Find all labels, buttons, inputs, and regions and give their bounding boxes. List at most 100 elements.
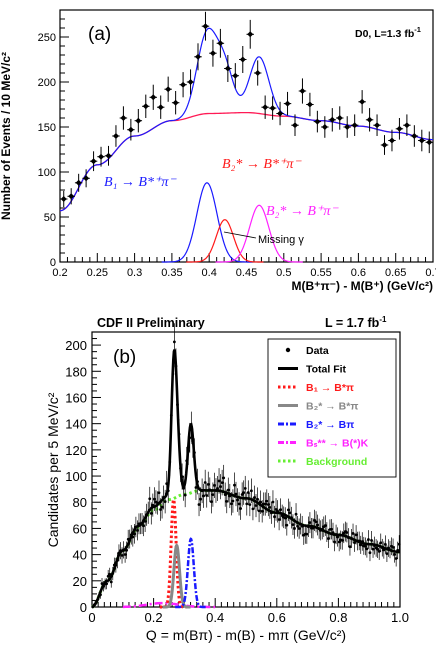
b-data-point bbox=[236, 488, 239, 512]
b-data-point bbox=[363, 537, 367, 556]
panel-b-y-axis-title: Candidates per 5 MeV/c² bbox=[45, 392, 61, 547]
legend-entry: B₂* → B*π bbox=[278, 401, 358, 413]
b-data-point bbox=[248, 493, 252, 517]
b-data-point bbox=[256, 487, 259, 512]
b-data-point bbox=[177, 419, 181, 450]
b-y-tick-label: 40 bbox=[73, 548, 87, 563]
b-y-tick-label: 180 bbox=[65, 364, 87, 379]
b-data-point bbox=[308, 512, 312, 534]
b-data-point bbox=[368, 544, 372, 562]
b-data-point bbox=[306, 516, 310, 538]
panel-b-axes bbox=[91, 331, 401, 608]
annotation-b2-b-pi: B₂* → B⁺π⁻ bbox=[266, 204, 339, 219]
b-x-tick-label: 1.0 bbox=[391, 610, 409, 625]
b-data-point bbox=[100, 578, 104, 590]
b-data-point bbox=[314, 511, 318, 533]
a-data-point bbox=[336, 106, 344, 130]
annotation-b2-bstar-pi: B₂* → B*⁺π⁻ bbox=[222, 157, 302, 172]
b-data-point bbox=[226, 477, 230, 503]
a-total-fit-curve bbox=[59, 27, 434, 212]
b-data-point bbox=[340, 531, 344, 550]
a-data-point bbox=[268, 96, 277, 120]
b-x-tick-label: 0 bbox=[88, 610, 95, 625]
b-data-point bbox=[92, 602, 96, 607]
b-data-point bbox=[311, 518, 315, 539]
b-data-point bbox=[251, 497, 255, 521]
legend-label: Bₛ** → B(*)K bbox=[306, 438, 369, 450]
a-signal-curve-3 bbox=[215, 204, 303, 263]
a-data-point bbox=[104, 145, 113, 166]
a-y-tick-label: 200 bbox=[38, 77, 56, 89]
annotation-b1: B₁ → B*⁺π⁻ bbox=[104, 175, 177, 190]
a-data-point bbox=[142, 94, 150, 118]
b-data-point bbox=[337, 532, 341, 552]
b-data-point bbox=[191, 428, 195, 458]
legend-label: B₂* → Bπ bbox=[306, 419, 354, 431]
a-data-point bbox=[112, 125, 120, 147]
panel-a-experiment-label: D0, L=1.3 fb-1 bbox=[355, 25, 421, 40]
b-data-point bbox=[168, 448, 172, 476]
b-data-point bbox=[317, 518, 321, 539]
b-data-point bbox=[357, 531, 361, 551]
b-data-point bbox=[200, 478, 204, 504]
b-data-point bbox=[219, 474, 222, 500]
a-y-tick-label: 0 bbox=[50, 257, 56, 269]
a-data-point bbox=[276, 101, 284, 126]
b-data-point bbox=[196, 468, 199, 495]
a-data-point bbox=[291, 114, 299, 136]
b-data-point bbox=[254, 494, 258, 518]
b-data-point bbox=[223, 482, 227, 507]
b-x-tick-label: 0.4 bbox=[206, 610, 224, 625]
b-data-point bbox=[268, 496, 272, 519]
b-data-point bbox=[160, 495, 164, 519]
b-data-point bbox=[129, 525, 133, 545]
b-y-tick-label: 0 bbox=[80, 600, 87, 615]
b-data-point bbox=[286, 498, 290, 522]
legend-label: B₂* → B*π bbox=[306, 401, 358, 413]
b-y-tick-label: 20 bbox=[73, 574, 87, 589]
b-data-point bbox=[351, 523, 355, 544]
b-data-point bbox=[234, 481, 238, 507]
b-data-point bbox=[172, 323, 176, 361]
a-data-point bbox=[253, 60, 262, 86]
panel-b: 0 20 40 60 80 100 120 140 160 180 200 0 0.2 0.4 0.6 0.… bbox=[45, 315, 409, 643]
b-data-point bbox=[228, 483, 232, 509]
a-x-tick-label: 0.7 bbox=[425, 267, 436, 279]
b-data-point bbox=[203, 469, 207, 496]
b-data-point bbox=[270, 501, 273, 524]
panel-a-axes bbox=[59, 9, 434, 263]
legend-marker bbox=[285, 347, 291, 353]
b-data-point bbox=[149, 502, 153, 525]
b-data-point bbox=[377, 542, 381, 560]
b-data-point bbox=[299, 513, 303, 535]
panel-b-x-tick-labels: 0 0.2 0.4 0.6 0.8 1.0 bbox=[88, 610, 409, 625]
b-data-point bbox=[193, 438, 196, 467]
b-data-point bbox=[359, 535, 363, 554]
a-x-tick-label: 0.3 bbox=[127, 267, 142, 279]
legend-entry: Data bbox=[285, 345, 329, 357]
b-data-point bbox=[205, 483, 209, 508]
a-x-tick-label: 0.6 bbox=[351, 267, 366, 279]
b-data-point bbox=[174, 348, 178, 384]
b-y-tick-label: 100 bbox=[65, 469, 87, 484]
b-data-point bbox=[206, 471, 210, 498]
b-data-point bbox=[146, 501, 150, 524]
panel-b-y-tick-labels: 0 20 40 60 80 100 120 140 160 180 200 bbox=[65, 338, 87, 615]
b-data-point bbox=[348, 537, 352, 556]
a-data-point bbox=[239, 46, 247, 73]
b-data-point bbox=[370, 531, 373, 550]
legend-label: B₁ → B*π bbox=[306, 382, 354, 394]
b-data-point bbox=[199, 487, 202, 512]
b-y-tick-label: 80 bbox=[73, 495, 87, 510]
a-data-point bbox=[373, 114, 381, 136]
b-data-point bbox=[397, 535, 401, 554]
a-data-point bbox=[388, 129, 396, 152]
a-signal-curve-1 bbox=[161, 182, 253, 263]
a-data-point bbox=[350, 114, 359, 136]
a-x-tick-label: 0.4 bbox=[202, 267, 217, 279]
panel-b-data-points bbox=[91, 323, 401, 609]
b-data-point bbox=[136, 520, 139, 541]
b-data-point bbox=[162, 485, 166, 510]
a-data-point bbox=[171, 91, 180, 115]
